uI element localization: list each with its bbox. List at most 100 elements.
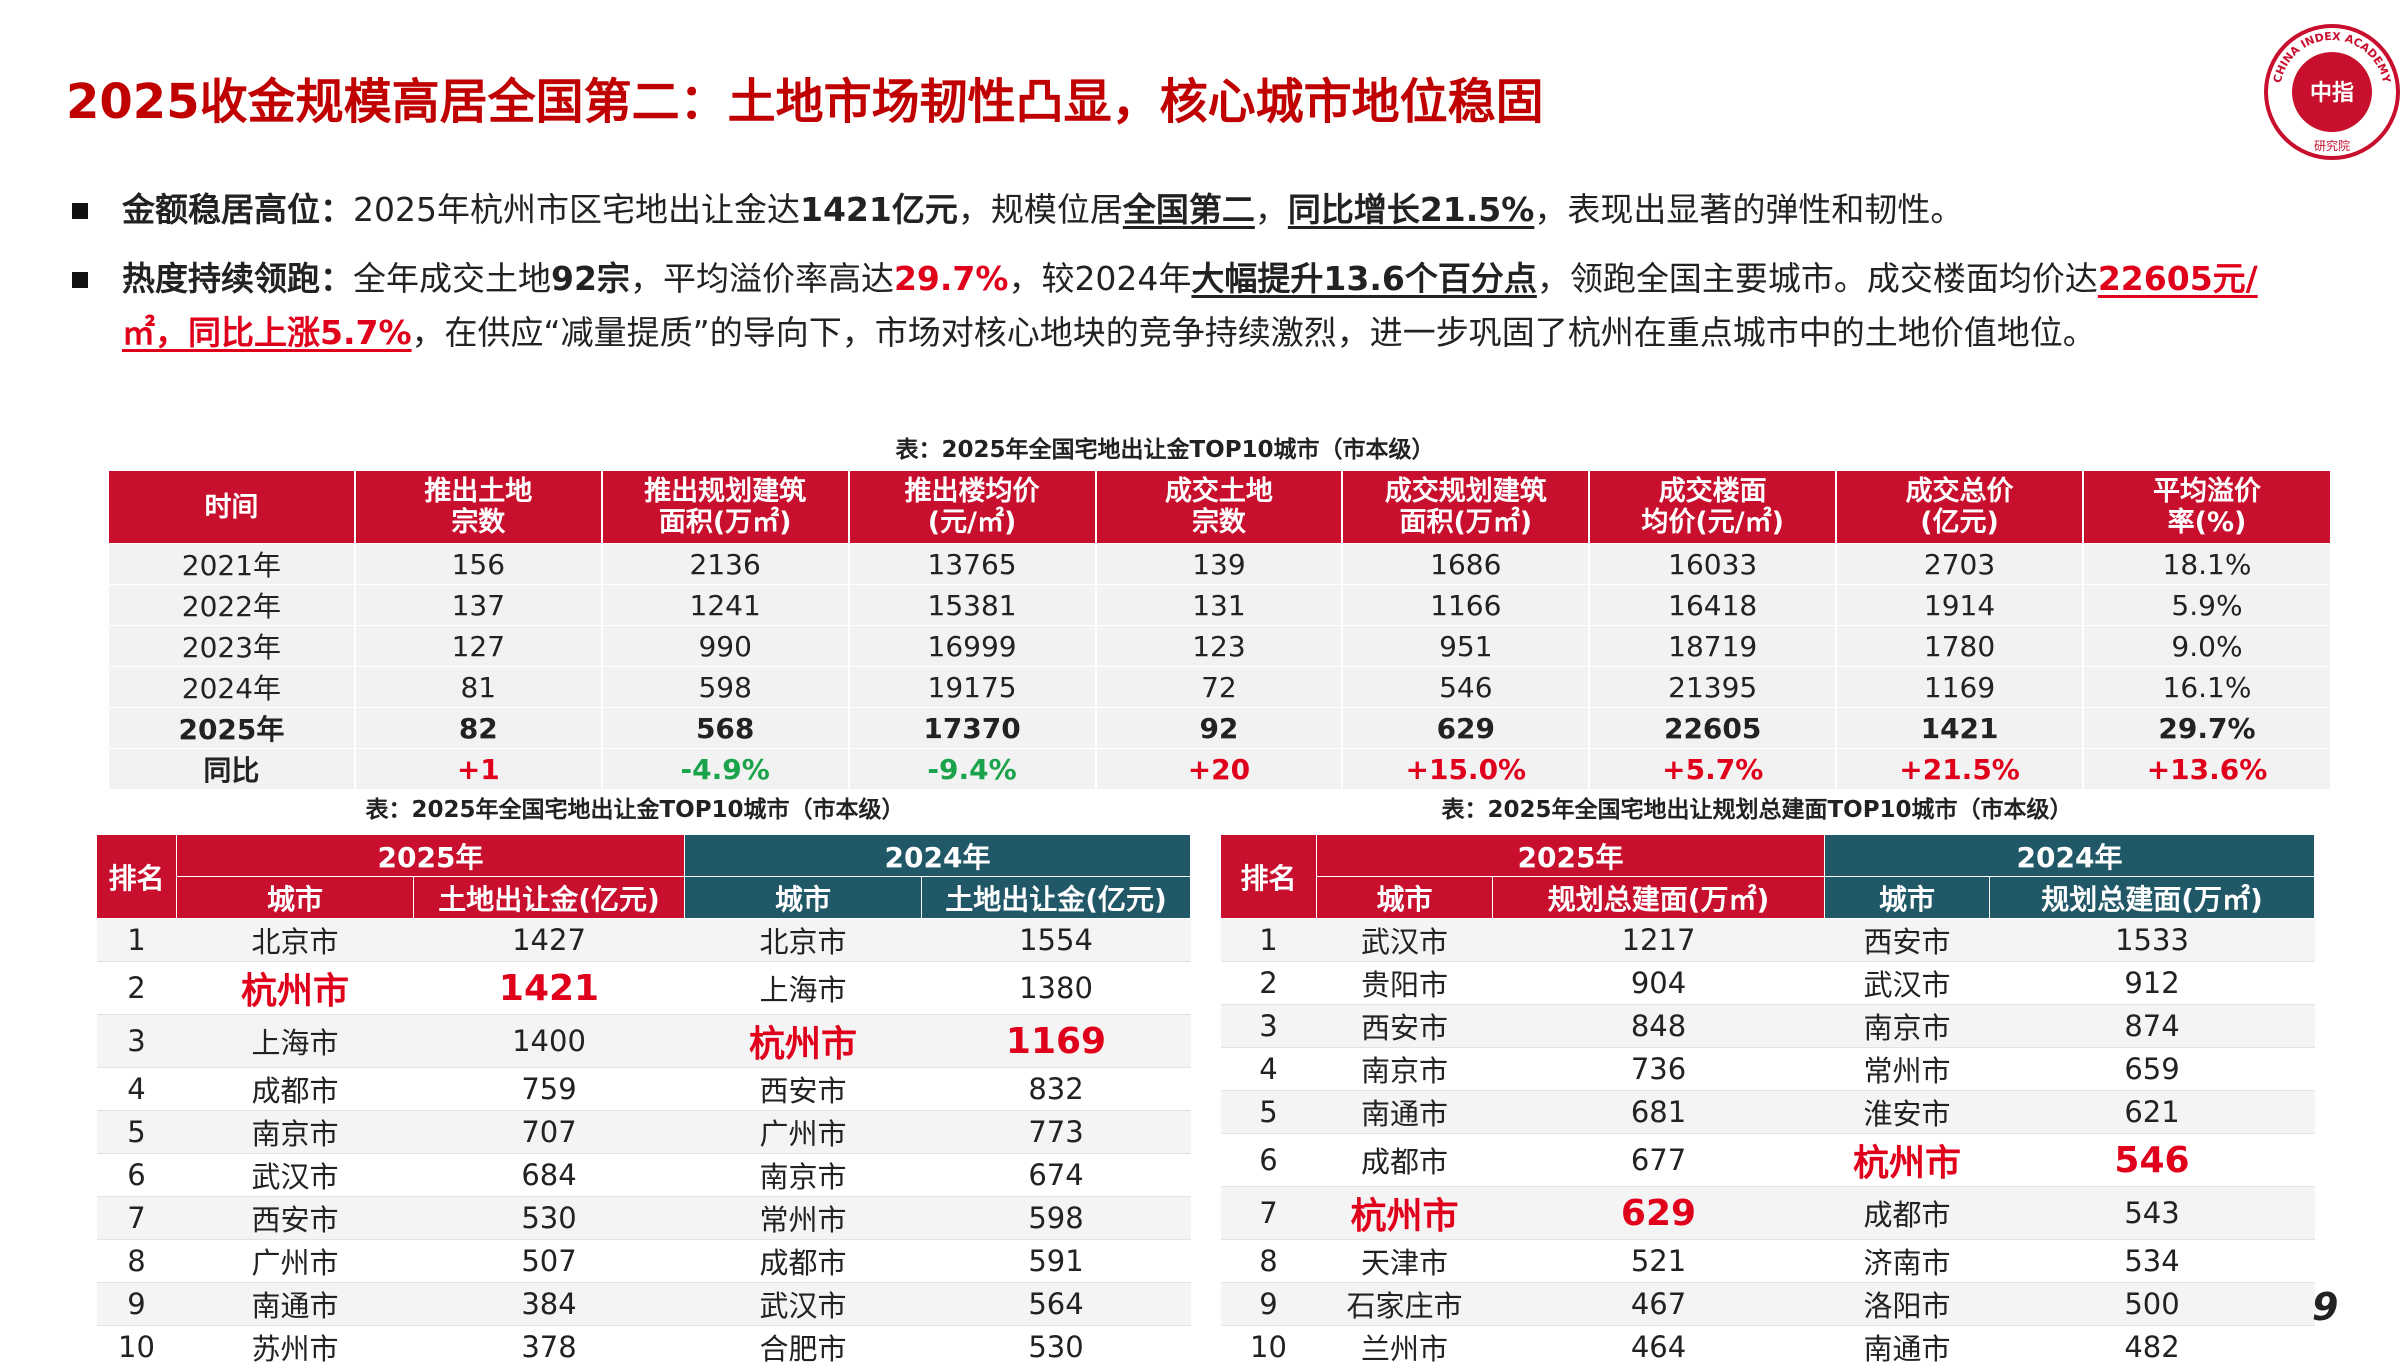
header-row: 城市规划总建面(万㎡)城市规划总建面(万㎡)	[1221, 877, 2315, 919]
cell: 5.9%	[2083, 585, 2330, 626]
header-cell: 城市	[1317, 877, 1493, 919]
cell: 广州市	[177, 1240, 414, 1283]
text-run: ，规模位居	[958, 190, 1123, 229]
logo: CHINA INDEX ACADEMY 中指 研究院	[2262, 22, 2400, 162]
cell: 659	[1990, 1048, 2315, 1091]
cell: +15.0%	[1342, 749, 1589, 790]
cell: 贵阳市	[1317, 962, 1493, 1005]
cell: 543	[1990, 1187, 2315, 1240]
cell: 621	[1990, 1091, 2315, 1134]
page-number: 9	[2312, 1285, 2338, 1329]
cell: 1421	[1836, 708, 2083, 749]
cell: 674	[922, 1154, 1191, 1197]
text-run: ，在供应“减量提质”的导向下，市场对核心地块的竞争持续激烈，进一步巩固了杭州在重…	[412, 313, 2096, 352]
caption: 表：2025年全国宅地出让规划总建面TOP10城市（市本级）	[1197, 790, 2317, 824]
header-cell: 排名	[1221, 835, 1317, 919]
cell: 1217	[1493, 919, 1825, 962]
text-run: 大幅提升13.6个百分点	[1191, 259, 1536, 298]
text-run: 金额稳居高位：	[122, 190, 353, 229]
text-run: 2025年杭州市区宅地出让金达	[353, 190, 800, 229]
cell: +1	[355, 749, 602, 790]
cell: +20	[1096, 749, 1343, 790]
cell: 3	[97, 1015, 177, 1068]
cell: 1533	[1990, 919, 2315, 962]
cell: 707	[414, 1111, 685, 1154]
cell: 2023年	[108, 626, 355, 667]
cell: 9	[97, 1283, 177, 1326]
bullet: 热度持续领跑：全年成交土地92宗，平均溢价率高达29.7%，较2024年大幅提升…	[122, 252, 2302, 360]
cell: 7	[1221, 1187, 1317, 1240]
cell: 2	[97, 962, 177, 1015]
cell: 378	[414, 1326, 685, 1368]
text-run: 92宗	[551, 259, 630, 298]
cell: 杭州市	[685, 1015, 922, 1068]
cell: 546	[1342, 667, 1589, 708]
cell: 18719	[1589, 626, 1836, 667]
cell: 1780	[1836, 626, 2083, 667]
cell: 北京市	[177, 919, 414, 962]
text-run: 热度持续领跑：	[122, 259, 353, 298]
cell: 1241	[602, 585, 849, 626]
cell: 2025年	[108, 708, 355, 749]
cell: 681	[1493, 1091, 1825, 1134]
header-cell: 推出土地 宗数	[355, 471, 602, 544]
cell: 1686	[1342, 544, 1589, 585]
cell: 2	[1221, 962, 1317, 1005]
cell: 6	[97, 1154, 177, 1197]
cell: 苏州市	[177, 1326, 414, 1368]
cell: 19175	[849, 667, 1096, 708]
cell: 521	[1493, 1240, 1825, 1283]
header-cell: 排名	[97, 835, 177, 919]
cell: 13765	[849, 544, 1096, 585]
cell: 合肥市	[685, 1326, 922, 1368]
logo-bottom: 研究院	[2314, 138, 2350, 153]
cell: 72	[1096, 667, 1343, 708]
text-run: 1421亿元	[800, 190, 958, 229]
text-run: 29.7%	[894, 259, 1009, 298]
header-cell: 土地出让金(亿元)	[414, 877, 685, 919]
cell: +21.5%	[1836, 749, 2083, 790]
cell: 848	[1493, 1005, 1825, 1048]
title: 2025收金规模高居全国第二：土地市场韧性凸显，核心城市地位稳固	[66, 62, 1544, 132]
header-cell: 平均溢价 率(%)	[2083, 471, 2330, 544]
cell: 598	[922, 1197, 1191, 1240]
cell: 西安市	[1825, 919, 1990, 962]
cell: 9.0%	[2083, 626, 2330, 667]
cell: 西安市	[1317, 1005, 1493, 1048]
cell: +13.6%	[2083, 749, 2330, 790]
cell: 南京市	[1317, 1048, 1493, 1091]
cell: 598	[602, 667, 849, 708]
cell: 南通市	[1825, 1326, 1990, 1368]
cell: 21395	[1589, 667, 1836, 708]
cell: 淮安市	[1825, 1091, 1990, 1134]
cell: 29.7%	[2083, 708, 2330, 749]
header-cell: 土地出让金(亿元)	[922, 877, 1191, 919]
cell: 81	[355, 667, 602, 708]
cell: -4.9%	[602, 749, 849, 790]
cell: 北京市	[685, 919, 922, 962]
cell: 591	[922, 1240, 1191, 1283]
cell: 10	[1221, 1326, 1317, 1368]
cell: 464	[1493, 1326, 1825, 1368]
cell: 常州市	[1825, 1048, 1990, 1091]
cell: 874	[1990, 1005, 2315, 1048]
cell: 1427	[414, 919, 685, 962]
cell: -9.4%	[849, 749, 1096, 790]
header-row: 时间推出土地 宗数推出规划建筑 面积(万㎡)推出楼均价 (元/㎡)成交土地 宗数…	[108, 471, 2330, 544]
cell: 南京市	[177, 1111, 414, 1154]
cell: 832	[922, 1068, 1191, 1111]
cell: 530	[414, 1197, 685, 1240]
cell: 南京市	[1825, 1005, 1990, 1048]
cell: 677	[1493, 1134, 1825, 1187]
cell: 131	[1096, 585, 1343, 626]
header-cell: 成交规划建筑 面积(万㎡)	[1342, 471, 1589, 544]
